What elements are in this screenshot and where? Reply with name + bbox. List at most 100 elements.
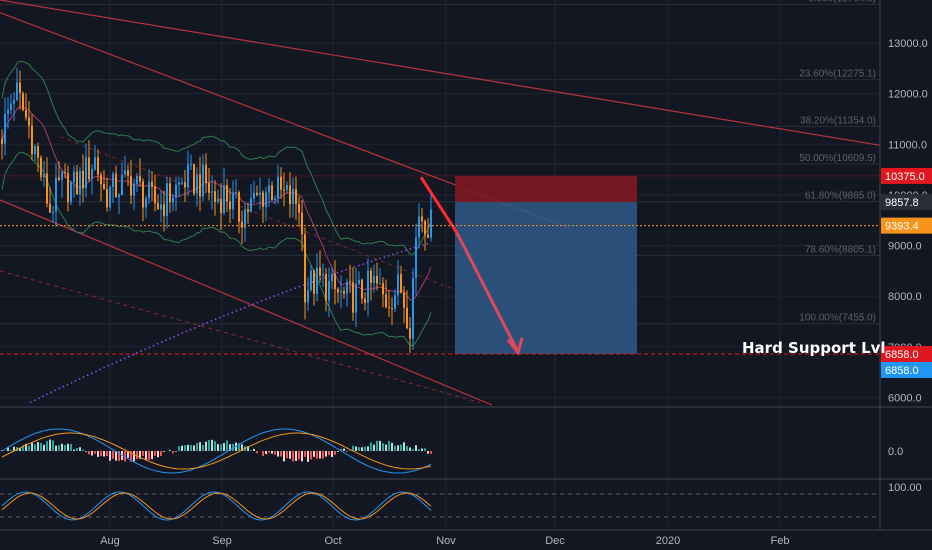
candle-body [202, 164, 204, 197]
candle-body [283, 189, 285, 191]
bollinger-lower [1, 151, 432, 347]
candle-body [76, 171, 78, 195]
macd-bar [79, 447, 81, 451]
macd-bar [127, 451, 129, 458]
macd-bar [193, 445, 195, 451]
macd-bar [358, 447, 360, 451]
candle-body [340, 291, 342, 293]
price-tick: 9000.0 [888, 241, 922, 253]
upper-trendline [0, 0, 881, 146]
macd-bar [70, 443, 72, 451]
macd-bar [157, 451, 159, 458]
macd-bar [253, 448, 255, 451]
candle-body [292, 188, 294, 205]
macd-bar [400, 444, 402, 451]
candle-body [301, 212, 303, 235]
candle-body [415, 237, 417, 279]
candle-body [319, 267, 321, 276]
stoch-d-line [1, 492, 432, 520]
candle-body [175, 184, 177, 198]
price-tag [881, 194, 932, 211]
candle-body [37, 146, 39, 158]
macd-bar [370, 442, 372, 451]
candle-body [253, 192, 255, 199]
candle-body [145, 198, 147, 208]
macd-bar [373, 444, 375, 451]
macd-bar [304, 451, 306, 457]
candle-body [394, 295, 396, 309]
candle-body [334, 273, 336, 289]
macd-bar [292, 451, 294, 462]
mid-dashed [59, 136, 571, 335]
candle-body [391, 308, 393, 310]
candle-body [325, 273, 327, 301]
fib-label: 50.00%(10609.5) [799, 153, 876, 164]
macd-bar [118, 451, 120, 461]
candle-body [169, 183, 171, 203]
candle-body [310, 270, 312, 291]
candle-body [238, 192, 240, 222]
candle-body [358, 279, 360, 284]
candle-body [4, 113, 6, 144]
channel-dashed [0, 270, 481, 403]
price-tick: 13000.0 [888, 38, 928, 50]
candle-body [418, 216, 420, 238]
macd-bar [310, 451, 312, 460]
macd-bar [226, 440, 228, 451]
price-axis: 6000.07000.08000.09000.010000.011000.012… [879, 0, 932, 530]
candle-body [91, 169, 93, 180]
candle-body [118, 194, 120, 198]
macd-bar [64, 444, 66, 451]
candle-body [40, 157, 42, 178]
long-ma-dotted [29, 242, 431, 404]
macd-bar [115, 451, 117, 461]
candle-body [7, 109, 9, 114]
candle-body [46, 173, 48, 204]
macd-bar [136, 451, 138, 460]
candle-body [280, 176, 282, 190]
candle-body [64, 172, 66, 174]
short-position[interactable] [419, 175, 637, 357]
macd-bar [331, 451, 333, 457]
macd-bar [301, 451, 303, 462]
fib-retracement: 0.000(13764.0) 23.60%(12275.1) 38.20%(1135… [0, 0, 880, 325]
candle-body [13, 100, 15, 104]
price-tag-label: 10375.0 [885, 171, 925, 183]
candle-body [205, 164, 207, 183]
fib-label: 23.60%(12275.1) [799, 69, 876, 80]
candle-body [73, 171, 75, 183]
candle-body [61, 172, 63, 180]
macd-bar [73, 449, 75, 451]
candle-body [154, 186, 156, 204]
macd-bar [25, 443, 27, 451]
time-tick: Feb [771, 535, 790, 547]
candle-body [133, 183, 135, 196]
candle-body [412, 278, 414, 339]
red-arrow-line [419, 176, 459, 234]
macd-bar [280, 451, 282, 457]
candle-body [430, 209, 432, 238]
candle-body [34, 146, 36, 155]
macd-bar [268, 451, 270, 453]
macd-bar [31, 442, 33, 451]
price-tick: 6000.0 [888, 392, 922, 404]
candle-body [130, 175, 132, 196]
time-tick: Dec [545, 535, 565, 547]
macd-bar [43, 444, 45, 451]
candle-body [373, 275, 375, 283]
candle-body [163, 204, 165, 216]
candle-body [109, 186, 111, 208]
macd-bar [205, 441, 207, 451]
macd-bar [163, 451, 165, 452]
macd-bar [382, 443, 384, 451]
macd-bar [247, 446, 249, 451]
macd-bar [133, 451, 135, 462]
macd-bar [88, 451, 90, 455]
macd-bar [160, 451, 162, 457]
macd-bar [415, 445, 417, 451]
candle-body [136, 175, 138, 184]
macd-bar [217, 444, 219, 451]
time-tick: 2020 [656, 535, 680, 547]
candle-body [199, 174, 201, 197]
candle-body [367, 270, 369, 303]
